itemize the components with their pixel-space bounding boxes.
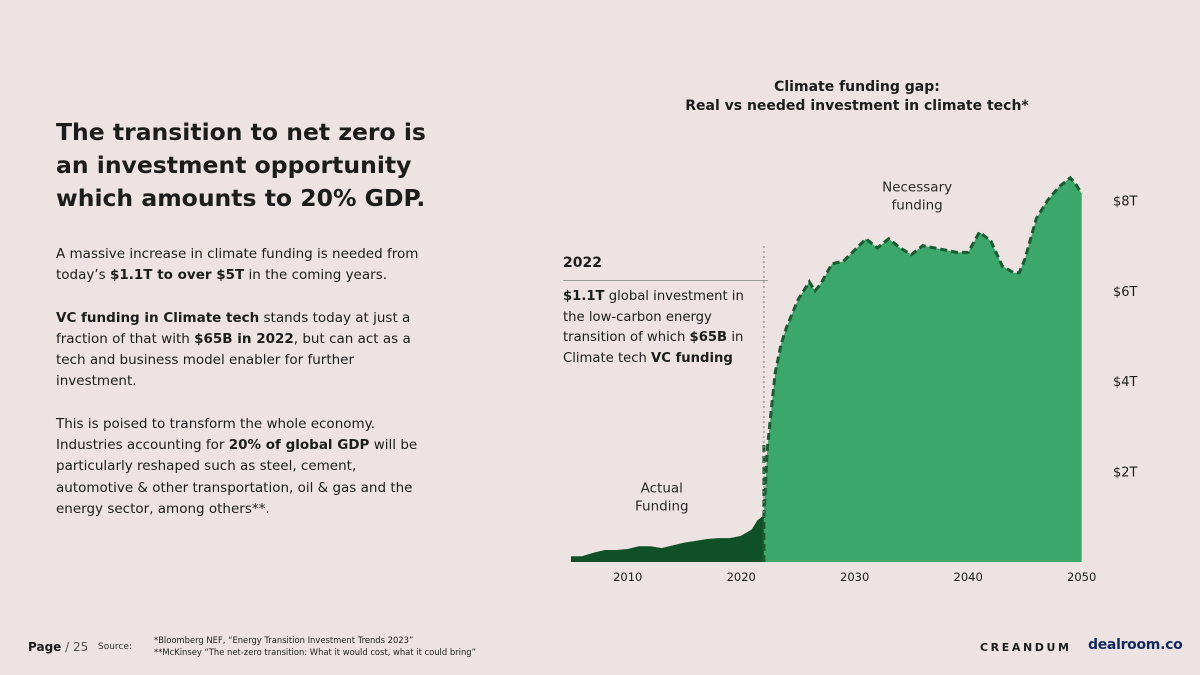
emphasis-text: VC funding bbox=[651, 350, 733, 366]
body-run: global investment in the low-carbon ener… bbox=[563, 289, 744, 345]
callout-text: $1.1T global investment in the low-carbo… bbox=[563, 287, 768, 369]
emphasis-text: $1.1T to over $5T bbox=[110, 267, 245, 284]
chart-subtitle: Real vs needed investment in climate tec… bbox=[685, 98, 1029, 114]
body-run: will be particularly reshaped such as st… bbox=[56, 437, 418, 517]
necessary-funding-area bbox=[763, 177, 1082, 563]
y-tick-label: $6T bbox=[1113, 285, 1138, 300]
callout-2022: 2022 $1.1T global investment in the low-… bbox=[563, 252, 768, 369]
callout-year: 2022 bbox=[563, 255, 602, 271]
body-run: This is poised to transform the whole ec… bbox=[56, 415, 376, 454]
actual-funding-line bbox=[571, 515, 765, 559]
x-tick-label: 2010 bbox=[613, 570, 642, 584]
emphasis-text: $65B bbox=[689, 330, 728, 345]
y-tick-label: $4T bbox=[1113, 375, 1138, 390]
body-text: A massive increase in climate funding is… bbox=[56, 244, 428, 541]
necessary-funding-outline bbox=[762, 175, 1083, 517]
necessary-funding-label: funding bbox=[891, 197, 942, 213]
actual-funding-label: Funding bbox=[635, 499, 689, 515]
dealroom-logo: dealroom.co bbox=[1088, 637, 1183, 653]
emphasis-text: 20% of global GDP bbox=[228, 437, 370, 454]
x-tick-label: 2030 bbox=[840, 570, 869, 584]
x-tick-label: 2050 bbox=[1067, 570, 1096, 584]
page-number: / 25 bbox=[65, 640, 89, 654]
paragraph-2: VC funding in Climate tech stands today … bbox=[56, 308, 428, 393]
body-run: , but can act as a tech and business mod… bbox=[56, 330, 411, 390]
source-label: Source: bbox=[98, 642, 132, 652]
actual-funding-label: Actual bbox=[641, 481, 683, 497]
x-tick-label: 2040 bbox=[954, 570, 983, 584]
y-tick-label: $2T bbox=[1113, 466, 1138, 481]
body-run: in Climate tech bbox=[563, 330, 744, 366]
chart-title: Climate funding gap: bbox=[774, 79, 940, 95]
emphasis-text: $65B in 2022 bbox=[194, 330, 294, 347]
callout-divider bbox=[563, 280, 768, 281]
emphasis-text: VC funding in Climate tech bbox=[56, 309, 260, 326]
body-run: in the coming years. bbox=[244, 267, 388, 284]
chart-title-block: Climate funding gap: Real vs needed inve… bbox=[660, 78, 1054, 116]
source-note-2: **McKinsey “The net-zero transition: Wha… bbox=[154, 647, 476, 657]
headline: The transition to net zero is an investm… bbox=[56, 118, 426, 212]
y-tick-label: $8T bbox=[1113, 194, 1138, 209]
funding-gap-chart: 2010 2020 2030 2040 2050 $2T $4T $6T $8T Actual Fu… bbox=[571, 175, 1138, 584]
actual-funding-area bbox=[571, 516, 764, 562]
page-indicator: Page / 25 bbox=[28, 640, 88, 654]
page-label: Page bbox=[28, 640, 62, 654]
creandum-logo: CREANDUM bbox=[980, 641, 1072, 654]
paragraph-3: This is poised to transform the whole ec… bbox=[56, 414, 428, 520]
paragraph-1: A massive increase in climate funding is… bbox=[56, 244, 428, 287]
necessary-funding-label: Necessary bbox=[882, 179, 952, 195]
x-tick-label: 2020 bbox=[727, 570, 756, 584]
source-notes: *Bloomberg NEF, “Energy Transition Inves… bbox=[154, 634, 476, 658]
source-note-1: *Bloomberg NEF, “Energy Transition Inves… bbox=[154, 635, 414, 645]
emphasis-text: $1.1T bbox=[563, 289, 605, 304]
body-run: stands today at just a fraction of that … bbox=[56, 309, 411, 347]
body-run: A massive increase in climate funding is… bbox=[56, 246, 419, 284]
